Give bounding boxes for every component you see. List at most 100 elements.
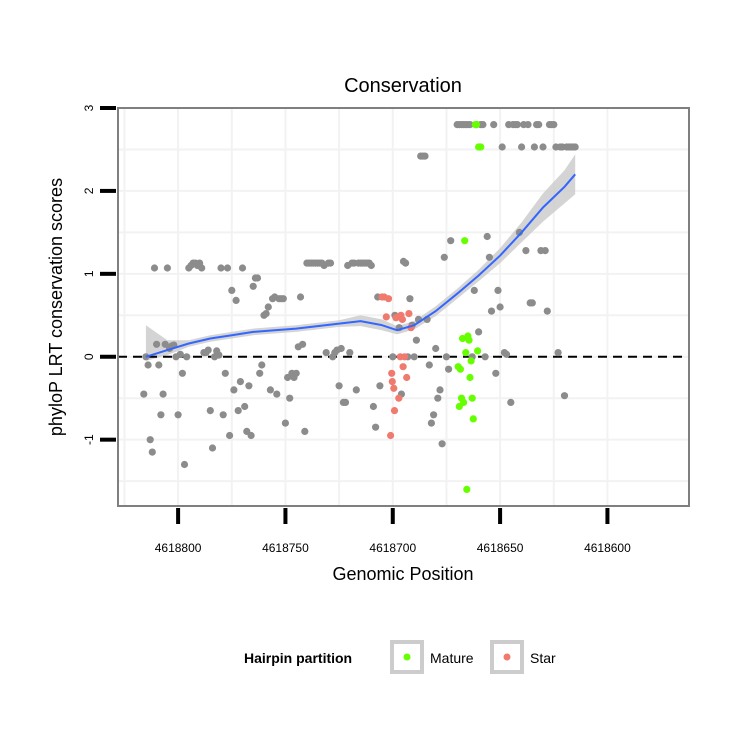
data-point-star (382, 313, 390, 321)
y-tick-label: -1 (82, 434, 96, 445)
data-point-other (475, 328, 483, 336)
data-point-other (483, 232, 491, 241)
data-point-other (155, 361, 163, 369)
data-point-other (301, 427, 309, 435)
data-point-other (550, 121, 558, 129)
data-point-other (541, 247, 549, 255)
data-point-other (326, 259, 335, 267)
data-point-other (369, 402, 377, 411)
legend-key-star (490, 640, 524, 674)
smooth-trend-layer (145, 173, 576, 358)
data-point-other (485, 253, 493, 261)
data-point-other (153, 340, 161, 348)
legend-item-star: Star (490, 640, 556, 674)
data-point-other (376, 382, 384, 390)
x-tick-label: 4618700 (369, 541, 416, 555)
data-point-other (247, 431, 255, 440)
legend-item-mature: Mature (390, 640, 474, 674)
data-point-other (341, 398, 350, 406)
data-point-other (245, 382, 253, 390)
x-tick-label: 4618600 (584, 541, 631, 555)
data-point-other (273, 390, 281, 398)
data-point-other (466, 121, 474, 129)
data-point-other (421, 152, 429, 160)
data-point-mature (461, 237, 469, 245)
data-point-star (390, 384, 398, 392)
data-point-other (352, 386, 360, 394)
legend-label-mature: Mature (430, 650, 474, 666)
x-axis-title: Genomic Position (332, 564, 473, 584)
data-point-other (494, 286, 502, 294)
data-point-other (410, 353, 418, 361)
data-point-other (232, 296, 240, 304)
data-point-mature (474, 347, 482, 355)
data-point-other (258, 361, 266, 369)
data-point-other (479, 121, 487, 129)
data-point-other (535, 121, 543, 129)
data-point-other (178, 369, 186, 377)
data-point-other (438, 440, 446, 448)
data-point-other (215, 351, 223, 359)
data-point-other (279, 295, 287, 303)
data-point-other (425, 361, 433, 369)
data-point-other (335, 382, 343, 390)
data-point-other (204, 346, 212, 354)
data-point-other (266, 386, 274, 394)
data-point-star (398, 315, 406, 323)
data-point-star (390, 407, 399, 415)
data-point-other (176, 350, 184, 358)
data-point-other (522, 247, 530, 255)
data-point-star (388, 378, 396, 386)
data-point-other (402, 259, 410, 267)
legend-swatch-mature (403, 653, 411, 661)
chart-title: Conservation (344, 75, 462, 97)
data-point-mature (458, 334, 467, 343)
data-point-mature (472, 121, 481, 129)
data-point-other (571, 143, 579, 151)
confidence-band-layer (145, 154, 576, 361)
data-point-star (395, 394, 403, 402)
legend-label-star: Star (530, 650, 556, 666)
x-tick-label: 4618650 (477, 541, 524, 555)
data-point-other (430, 411, 438, 419)
data-point-other (530, 143, 539, 151)
data-point-other (219, 411, 227, 419)
data-point-other (543, 307, 551, 315)
data-point-other (346, 349, 354, 357)
x-tick-label: 4618750 (262, 541, 309, 555)
data-point-other (389, 353, 397, 361)
data-point-other (198, 264, 206, 272)
data-point-star (401, 353, 409, 361)
data-point-other (447, 237, 455, 245)
data-point-mature (466, 373, 474, 382)
loess-smooth-line (145, 173, 576, 358)
data-point-other (208, 444, 217, 452)
series-other (140, 121, 579, 469)
data-point-other (228, 286, 236, 294)
data-point-other (440, 253, 448, 261)
data-point-other (337, 344, 345, 353)
data-point-mature (456, 365, 464, 373)
data-point-other (163, 264, 171, 272)
x-tick-label: 4618800 (155, 541, 202, 555)
y-axis: -1 0 1 2 3 (82, 104, 116, 445)
data-point-other (150, 264, 159, 272)
data-point-other (148, 448, 156, 456)
data-point-other (442, 353, 450, 361)
data-point-other (518, 143, 526, 151)
data-point-other (249, 282, 257, 290)
data-point-other (524, 121, 532, 129)
data-point-other (367, 261, 375, 270)
data-point-other (230, 386, 238, 394)
data-point-other (436, 386, 444, 394)
data-point-other (427, 419, 435, 427)
data-point-other (217, 264, 225, 272)
data-point-other (286, 394, 294, 402)
data-point-other (481, 353, 489, 361)
y-axis-title: phyloP LRT conservation scores (46, 178, 66, 436)
data-point-other (513, 121, 521, 129)
data-point-other (221, 369, 229, 377)
y-tick-label: 0 (82, 353, 96, 360)
data-point-other (434, 394, 442, 402)
data-points-layer (140, 121, 579, 493)
